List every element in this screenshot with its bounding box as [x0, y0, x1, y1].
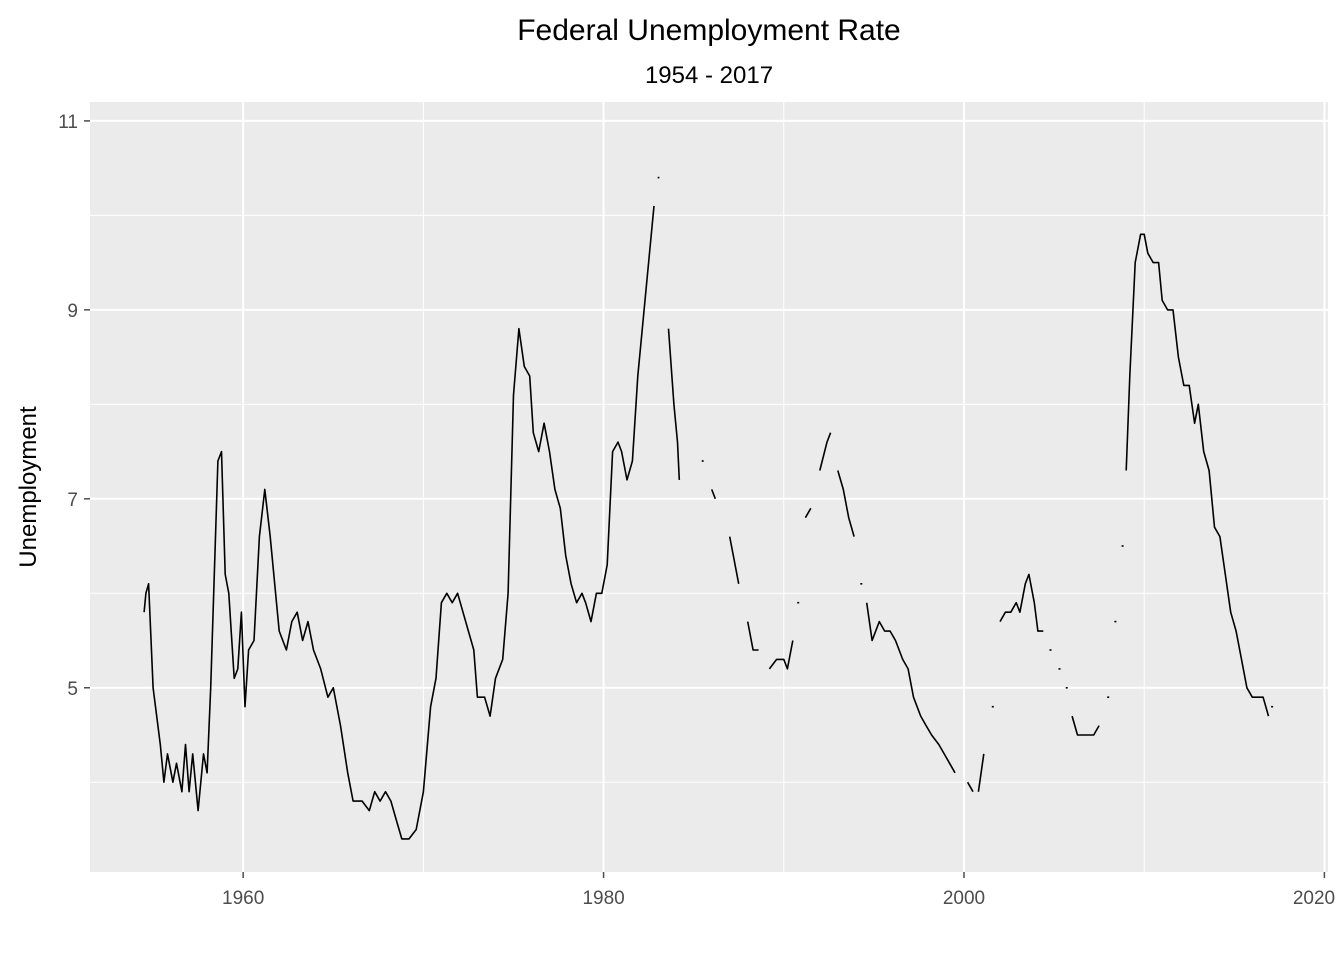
- y-tick-label: 9: [67, 301, 78, 322]
- series-line-segment: [746, 621, 759, 651]
- series-layer: [143, 176, 1274, 840]
- x-tick-label: 2020: [1293, 888, 1335, 909]
- series-line-segment: [804, 507, 812, 519]
- series-line-segment: [977, 753, 985, 792]
- major-gridlines: [90, 102, 1328, 872]
- chart-subtitle: 1954 - 2017: [645, 62, 773, 89]
- series-line-segment: [1071, 715, 1100, 736]
- series-line-segment: [999, 573, 1044, 632]
- minor-gridlines: [90, 102, 1328, 872]
- x-axis: 1960 1980 2000 2020: [222, 872, 1335, 909]
- series-line-segment: [819, 432, 832, 471]
- series-line-segment: [728, 536, 740, 584]
- y-tick-label: 5: [67, 679, 78, 700]
- chart-title: Federal Unemployment Rate: [517, 14, 901, 47]
- series-line-segment: [143, 205, 655, 840]
- x-tick-label: 2000: [943, 888, 985, 909]
- series-line-segment: [865, 602, 956, 774]
- series-line-segment: [1125, 233, 1270, 717]
- series-line-segment: [710, 489, 717, 500]
- y-axis: 5 7 9 11: [58, 112, 90, 700]
- y-tick-label: 7: [67, 490, 78, 511]
- series-line-segment: [966, 781, 974, 793]
- x-tick-label: 1980: [582, 888, 624, 909]
- x-tick-label: 1960: [222, 888, 264, 909]
- series-line-segment: [837, 470, 855, 537]
- y-axis-title: Unemployment: [15, 406, 42, 568]
- plot-panel: [90, 102, 1328, 872]
- y-tick-label: 11: [58, 112, 78, 133]
- series-line-segment: [768, 640, 794, 670]
- series-line-segment: [667, 328, 681, 480]
